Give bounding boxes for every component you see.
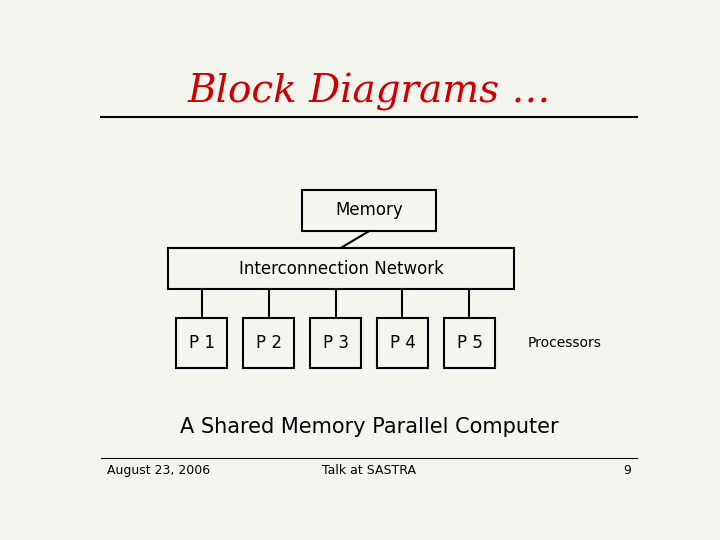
Text: P 4: P 4	[390, 334, 415, 353]
Text: P 1: P 1	[189, 334, 215, 353]
Text: Block Diagrams …: Block Diagrams …	[187, 73, 551, 111]
Text: A Shared Memory Parallel Computer: A Shared Memory Parallel Computer	[180, 416, 558, 436]
Text: Memory: Memory	[335, 201, 403, 219]
Bar	[302, 190, 436, 231]
Text: P 2: P 2	[256, 334, 282, 353]
Text: P 5: P 5	[456, 334, 482, 353]
Bar	[176, 319, 227, 368]
Bar	[168, 248, 514, 289]
Bar	[377, 319, 428, 368]
Text: August 23, 2006: August 23, 2006	[107, 464, 210, 477]
Bar	[444, 319, 495, 368]
Text: Talk at SASTRA: Talk at SASTRA	[322, 464, 416, 477]
Text: 9: 9	[624, 464, 631, 477]
Text: Interconnection Network: Interconnection Network	[238, 260, 444, 278]
Bar	[243, 319, 294, 368]
Bar	[310, 319, 361, 368]
Text: Processors: Processors	[528, 336, 602, 350]
Text: P 3: P 3	[323, 334, 348, 353]
